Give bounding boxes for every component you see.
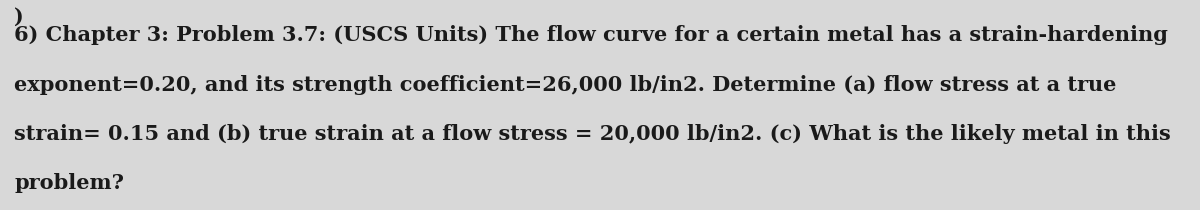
Text: exponent=0.20, and its strength coefficient=26,000 lb/in2. Determine (a) flow st: exponent=0.20, and its strength coeffici… <box>14 75 1117 94</box>
Text: ): ) <box>14 6 24 26</box>
Text: strain= 0.15 and (b) true strain at a flow stress = 20,000 lb/in2. (c) What is t: strain= 0.15 and (b) true strain at a fl… <box>14 124 1171 144</box>
Text: 6) Chapter 3: Problem 3.7: (USCS Units) The flow curve for a certain metal has a: 6) Chapter 3: Problem 3.7: (USCS Units) … <box>14 25 1169 45</box>
Text: problem?: problem? <box>14 173 125 193</box>
